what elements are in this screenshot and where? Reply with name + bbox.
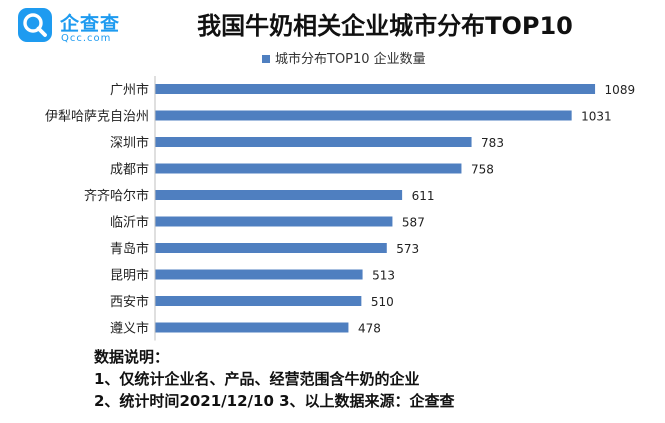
category-label: 青岛市 (110, 241, 149, 257)
legend-label: 城市分布TOP10 企业数量 (275, 52, 426, 67)
value-label: 758 (471, 163, 494, 177)
value-label: 1089 (605, 83, 636, 97)
bar (155, 322, 349, 333)
qcc-logo-icon (18, 8, 52, 42)
category-label: 临沂市 (110, 215, 149, 231)
value-label: 783 (481, 136, 504, 150)
bar (155, 243, 387, 253)
notes-line-2: 2、统计时间2021/12/10 3、以上数据来源：企查查 (94, 392, 455, 410)
bar (155, 216, 393, 227)
value-label: 510 (371, 295, 394, 309)
bar (155, 296, 362, 306)
category-label: 遵义市 (110, 321, 149, 337)
category-label: 伊犁哈萨克自治州 (45, 110, 149, 125)
bar (155, 269, 363, 280)
notes-line-1: 1、仅统计企业名、产品、经营范围含牛奶的企业 (94, 370, 420, 388)
bar (155, 163, 462, 174)
value-label: 587 (402, 216, 425, 230)
qcc-logo: 企查查 Qcc.com (18, 8, 138, 48)
logo-domain: Qcc.com (61, 33, 112, 44)
bar (155, 110, 572, 121)
category-label: 齐齐哈尔市 (84, 188, 149, 204)
data-notes: 数据说明： 1、仅统计企业名、产品、经营范围含牛奶的企业 2、统计时间2021/… (94, 346, 455, 412)
logo-name: 企查查 (60, 13, 121, 35)
bar-chart: 广州市 1089 伊犁哈萨克自治州 1031 深圳市 783 成都市 758 齐齐哈尔市 611 临… (45, 76, 636, 341)
category-label: 成都市 (110, 162, 149, 178)
category-label: 广州市 (110, 82, 149, 98)
value-label: 573 (396, 242, 419, 256)
chart-title: 我国牛奶相关企业城市分布TOP10 (197, 12, 573, 40)
bar (155, 190, 403, 200)
value-label: 1031 (581, 110, 612, 124)
category-label: 深圳市 (110, 135, 149, 151)
category-label: 昆明市 (110, 268, 149, 284)
legend-swatch (262, 54, 270, 63)
chart-legend: 城市分布TOP10 企业数量 (262, 48, 426, 67)
bar (155, 137, 472, 147)
category-label: 西安市 (110, 294, 149, 310)
bar (155, 84, 596, 94)
value-label: 611 (412, 189, 435, 203)
notes-heading: 数据说明： (94, 348, 170, 366)
value-label: 478 (358, 322, 381, 336)
value-label: 513 (372, 269, 395, 283)
